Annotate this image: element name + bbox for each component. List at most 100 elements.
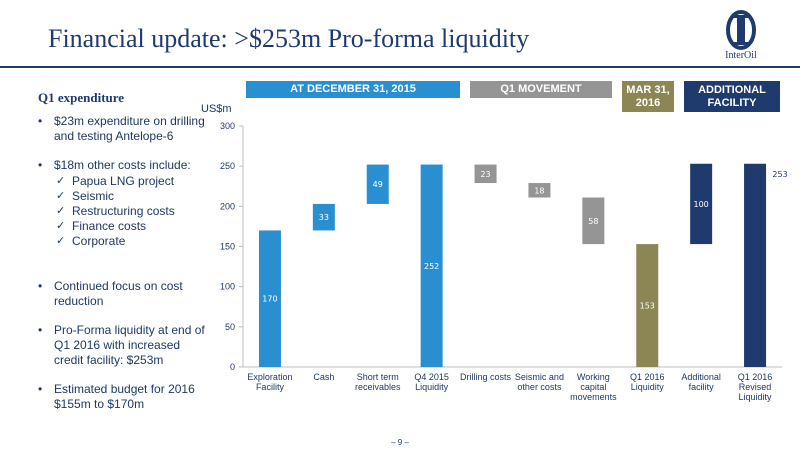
bullet-dot: • bbox=[38, 158, 43, 172]
bar-data-label: 58 bbox=[588, 217, 598, 226]
x-category-label-line: Facility bbox=[256, 382, 285, 392]
x-category-label-line: Revised bbox=[739, 382, 772, 392]
bar-data-label: 23 bbox=[480, 170, 490, 179]
bullet-budget: • Estimated budget for 2016 $155m to $17… bbox=[38, 382, 206, 412]
bar-data-label: 153 bbox=[640, 302, 655, 311]
left-panel: Q1 expenditure • $23m expenditure on dri… bbox=[38, 90, 206, 412]
bar-data-label: 252 bbox=[424, 262, 439, 271]
waterfall-bar bbox=[420, 164, 443, 367]
bullet-dot: • bbox=[38, 114, 43, 128]
x-category-label-line: Liquidity bbox=[631, 382, 665, 392]
bullet-drilling: • $23m expenditure on drilling and testi… bbox=[38, 114, 206, 144]
header-additional-facility: ADDITIONAL FACILITY bbox=[684, 81, 780, 112]
bar-data-label: 18 bbox=[534, 186, 544, 195]
check-icon: ✓ bbox=[56, 205, 66, 217]
waterfall-bar bbox=[636, 244, 659, 367]
slide-title: Financial update: >$253m Pro-forma liqui… bbox=[48, 24, 530, 53]
check-icon: ✓ bbox=[56, 235, 66, 247]
x-category-label-line: Q1 2016 bbox=[738, 372, 773, 382]
check-icon: ✓ bbox=[56, 175, 66, 187]
x-category-label-line: Drilling costs bbox=[460, 372, 512, 382]
bullet-dot: • bbox=[38, 323, 43, 337]
waterfall-bar bbox=[258, 230, 281, 367]
x-category-label: Seismic and other costs bbox=[515, 372, 564, 392]
x-category-label: Exploration Facility bbox=[247, 372, 292, 392]
x-category-label: Q4 2015 Liquidity bbox=[414, 372, 449, 392]
bar-data-label: 253 bbox=[772, 170, 787, 179]
x-category-label-line: receivables bbox=[355, 382, 401, 392]
sub-item: ✓ Restructuring costs bbox=[54, 204, 206, 219]
x-category-label: Q1 2016 Liquidity bbox=[630, 372, 665, 392]
bullet-text: $23m expenditure on drilling and testing… bbox=[54, 114, 205, 143]
header-add-line2: FACILITY bbox=[707, 96, 757, 109]
header-q1-movement: Q1 MOVEMENT bbox=[470, 81, 612, 98]
sub-item-label: Papua LNG project bbox=[72, 174, 175, 188]
header-add-line1: ADDITIONAL bbox=[698, 83, 766, 96]
bar-data-label: 33 bbox=[319, 213, 329, 222]
y-tick-label: 50 bbox=[225, 322, 235, 332]
x-category-label: Short term receivables bbox=[355, 372, 401, 392]
check-icon: ✓ bbox=[56, 190, 66, 202]
bullet-pro-forma: • Pro-Forma liquidity at end of Q1 2016 … bbox=[38, 323, 206, 368]
header-mar-line2: 2016 bbox=[635, 96, 661, 109]
x-category-label-line: Exploration bbox=[247, 372, 292, 382]
bullet-text: Continued focus on cost reduction bbox=[54, 279, 183, 308]
waterfall-bar bbox=[366, 164, 389, 204]
y-axis-label: US$m bbox=[201, 103, 232, 115]
sub-item-label: Seismic bbox=[72, 189, 115, 203]
y-tick-label: 100 bbox=[220, 282, 235, 292]
sub-item-label: Finance costs bbox=[72, 219, 147, 233]
check-icon: ✓ bbox=[56, 220, 66, 232]
header-mar-line1: MAR 31, bbox=[626, 83, 670, 96]
sub-item: ✓ Corporate bbox=[54, 234, 206, 249]
x-category-label: Drilling costs bbox=[460, 372, 512, 382]
x-category-label-line: capital bbox=[580, 382, 606, 392]
x-category-label-line: Q1 2016 bbox=[630, 372, 665, 382]
bar-data-label: 170 bbox=[262, 295, 277, 304]
y-tick-label: 250 bbox=[220, 161, 235, 171]
x-category-label-line: Liquidity bbox=[739, 392, 773, 402]
logo-text: InterOil bbox=[725, 50, 757, 61]
waterfall-bar bbox=[582, 197, 605, 245]
bullet-other-costs: • $18m other costs include: ✓ Papua LNG p… bbox=[38, 158, 206, 249]
bullet-text: Estimated budget for 2016 $155m to $170m bbox=[54, 382, 195, 411]
bullet-text: Pro-Forma liquidity at end of Q1 2016 wi… bbox=[54, 323, 205, 367]
x-category-label-line: facility bbox=[689, 382, 715, 392]
x-category-label-line: Additional bbox=[681, 372, 721, 382]
bullet-dot: • bbox=[38, 382, 43, 396]
x-category-label-line: Short term bbox=[357, 372, 399, 382]
x-category-label-line: movements bbox=[570, 392, 617, 402]
x-category-label-line: Q4 2015 bbox=[414, 372, 449, 382]
header-december-2015: AT DECEMBER 31, 2015 bbox=[246, 81, 460, 98]
y-tick-label: 0 bbox=[230, 362, 235, 372]
bullet-text: $18m other costs include: bbox=[54, 158, 191, 172]
waterfall-bar bbox=[312, 203, 335, 231]
logo-mark-icon bbox=[726, 10, 756, 50]
waterfall-bar bbox=[744, 163, 767, 367]
x-category-label-line: Cash bbox=[313, 372, 334, 382]
x-category-label: Q1 2016 Revised Liquidity bbox=[738, 372, 773, 402]
bullet-cost-reduction: • Continued focus on cost reduction bbox=[38, 279, 206, 309]
bullet-dot: • bbox=[38, 279, 43, 293]
header-mar-2016: MAR 31, 2016 bbox=[622, 81, 674, 112]
waterfall-bar bbox=[474, 164, 497, 184]
waterfall-bar bbox=[690, 163, 713, 245]
x-category-label: Additional facility bbox=[681, 372, 721, 392]
y-tick-label: 200 bbox=[220, 201, 235, 211]
x-category-label-line: Working bbox=[577, 372, 610, 382]
sub-item-label: Restructuring costs bbox=[72, 204, 175, 218]
panel-heading: Q1 expenditure bbox=[38, 90, 125, 105]
sub-item: ✓ Papua LNG project bbox=[54, 174, 206, 189]
sub-item: ✓ Finance costs bbox=[54, 219, 206, 234]
x-category-label-line: other costs bbox=[517, 382, 562, 392]
x-category-label-line: Liquidity bbox=[415, 382, 449, 392]
interoil-logo: InterOil bbox=[706, 8, 776, 64]
y-tick-label: 150 bbox=[220, 242, 235, 252]
y-tick-label: 300 bbox=[220, 121, 235, 131]
page-number: – 9 – bbox=[391, 438, 409, 447]
sub-list: ✓ Papua LNG project ✓ Seismic ✓ Restructuri… bbox=[54, 174, 206, 249]
sub-item-label: Corporate bbox=[72, 234, 126, 248]
bar-data-label: 100 bbox=[694, 200, 709, 209]
waterfall-bar bbox=[528, 183, 551, 198]
